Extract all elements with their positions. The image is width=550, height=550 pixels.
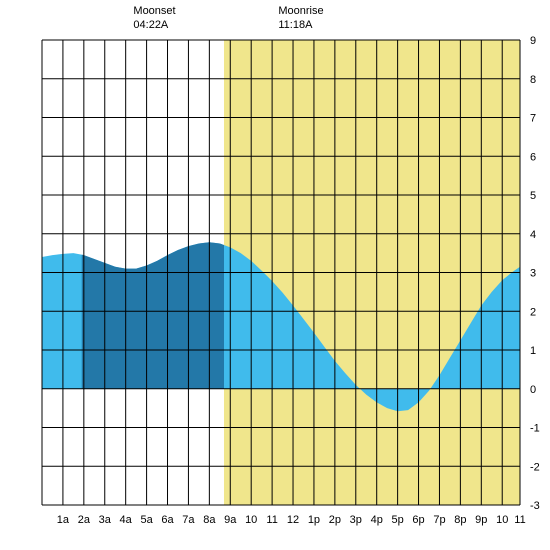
x-tick-label: 1a bbox=[57, 514, 70, 526]
x-tick-label: 1p bbox=[308, 514, 320, 526]
moon-event-time: 11:18A bbox=[278, 19, 313, 31]
x-tick-label: 12 bbox=[287, 514, 299, 526]
x-tick-label: 10 bbox=[496, 514, 508, 526]
y-tick-label: 0 bbox=[530, 384, 536, 396]
x-tick-label: 7a bbox=[182, 514, 195, 526]
moon-event-title: Moonrise bbox=[278, 5, 323, 17]
y-tick-label: 6 bbox=[530, 151, 536, 163]
y-tick-label: 7 bbox=[530, 113, 536, 125]
x-tick-label: 10 bbox=[245, 514, 257, 526]
x-tick-label: 2p bbox=[329, 514, 341, 526]
x-tick-label: 3a bbox=[99, 514, 112, 526]
x-tick-label: 5a bbox=[140, 514, 153, 526]
x-tick-label: 11 bbox=[266, 514, 277, 526]
y-tick-label: 8 bbox=[530, 74, 536, 86]
x-tick-label: 6p bbox=[412, 514, 424, 526]
x-tick-label: 4p bbox=[371, 514, 383, 526]
tide-chart: -3-2-101234567891a2a3a4a5a6a7a8a9a101112… bbox=[0, 0, 550, 550]
x-tick-label: 7p bbox=[433, 514, 445, 526]
y-tick-label: -2 bbox=[530, 461, 540, 473]
x-tick-label: 11 bbox=[514, 514, 525, 526]
y-tick-label: 9 bbox=[530, 35, 536, 47]
moon-event-title: Moonset bbox=[133, 5, 175, 17]
y-tick-label: 2 bbox=[530, 306, 536, 318]
chart-svg: -3-2-101234567891a2a3a4a5a6a7a8a9a101112… bbox=[0, 0, 550, 550]
y-tick-label: 4 bbox=[530, 229, 536, 241]
x-tick-label: 9a bbox=[224, 514, 237, 526]
x-tick-label: 8p bbox=[454, 514, 466, 526]
moon-event-time: 04:22A bbox=[133, 19, 169, 31]
y-tick-label: -3 bbox=[530, 500, 540, 512]
y-tick-label: 3 bbox=[530, 268, 536, 280]
y-tick-label: 5 bbox=[530, 190, 536, 202]
x-tick-label: 5p bbox=[391, 514, 403, 526]
x-tick-label: 8a bbox=[203, 514, 216, 526]
x-tick-label: 3p bbox=[350, 514, 362, 526]
y-tick-label: -1 bbox=[530, 423, 540, 435]
x-tick-label: 6a bbox=[161, 514, 174, 526]
y-tick-label: 1 bbox=[530, 345, 536, 357]
x-tick-label: 9p bbox=[475, 514, 487, 526]
x-tick-label: 2a bbox=[78, 514, 91, 526]
tide-area-dark bbox=[82, 242, 224, 388]
x-tick-label: 4a bbox=[120, 514, 133, 526]
